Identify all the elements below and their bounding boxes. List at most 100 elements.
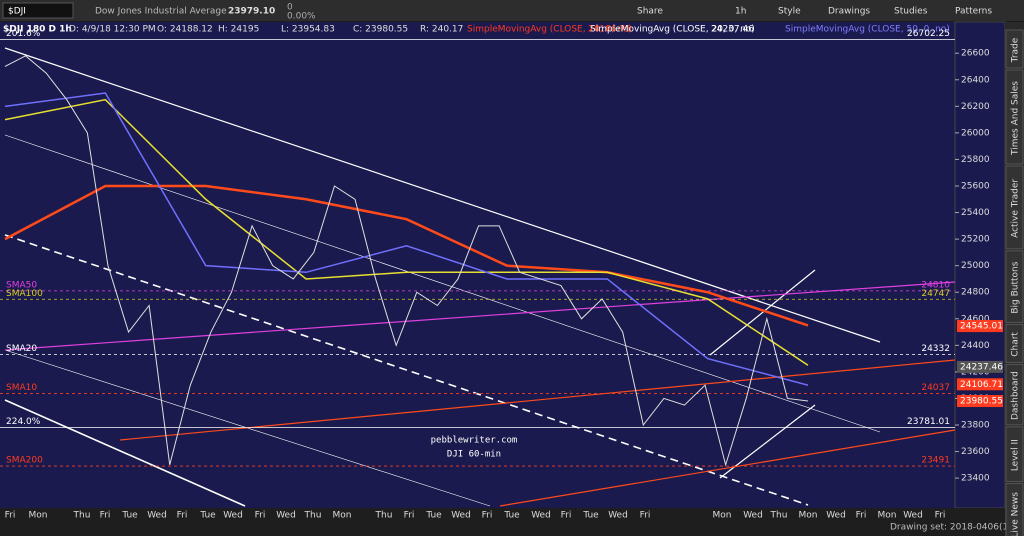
study-value: 24106.71 bbox=[588, 25, 631, 35]
side-tab-label: Active Trader bbox=[1011, 179, 1021, 238]
trendline bbox=[4, 399, 246, 507]
y-tick-label: 23800 bbox=[961, 421, 990, 431]
side-tab[interactable] bbox=[1005, 29, 1024, 69]
x-tick-label: Fri bbox=[482, 511, 493, 521]
moving-average bbox=[4, 98, 809, 366]
y-tick-label: 24800 bbox=[961, 288, 990, 298]
x-tick-label: Fri bbox=[404, 511, 415, 521]
x-tick-label: Fri bbox=[177, 511, 188, 521]
price-tag bbox=[957, 395, 1003, 408]
toolbar-button[interactable]: 1h bbox=[735, 7, 746, 17]
side-tab[interactable] bbox=[1005, 426, 1024, 483]
side-tab[interactable] bbox=[1005, 363, 1024, 426]
level-label: 24332 bbox=[921, 344, 950, 354]
trendline bbox=[4, 134, 881, 433]
x-tick-label: Mon bbox=[799, 511, 818, 521]
toolbar-button[interactable]: Patterns bbox=[955, 7, 992, 17]
side-tab-label: Dashboard bbox=[1011, 371, 1021, 420]
x-tick-label: Wed bbox=[223, 511, 243, 521]
quote-field: L: 23954.83 bbox=[281, 25, 335, 35]
y-tick-label: 26000 bbox=[961, 128, 990, 138]
level-name: SMA200 bbox=[6, 456, 43, 466]
quote-field: C: 23980.55 bbox=[353, 25, 408, 35]
change: 0 bbox=[287, 3, 293, 13]
x-tick-label: Fri bbox=[856, 511, 867, 521]
x-tick-label: Wed bbox=[276, 511, 296, 521]
trendline bbox=[119, 359, 956, 441]
x-tick-label: Fri bbox=[935, 511, 946, 521]
toolbar-button[interactable]: Style bbox=[778, 7, 801, 17]
last-price: 23979.10 bbox=[228, 7, 275, 17]
toolbar-button[interactable]: Studies bbox=[894, 7, 928, 17]
level-name: 201.6% bbox=[6, 29, 41, 39]
trendline bbox=[499, 429, 956, 507]
x-tick-label: Fri bbox=[100, 511, 111, 521]
plot-area bbox=[0, 22, 955, 508]
level-name: SMA50 bbox=[6, 280, 37, 290]
x-tick-label: Tue bbox=[503, 511, 520, 521]
x-tick-label: Tue bbox=[425, 511, 442, 521]
description: Dow Jones Industrial Average bbox=[95, 7, 227, 17]
quote-field: D: 4/9/18 12:30 PM bbox=[69, 25, 156, 35]
trendline bbox=[4, 234, 809, 506]
y-tick-label: 24400 bbox=[961, 341, 990, 351]
change-pct: 0.00% bbox=[287, 12, 316, 22]
x-tick-label: Thu bbox=[73, 511, 91, 521]
time-axis bbox=[0, 508, 1005, 536]
y-tick-label: 26600 bbox=[961, 49, 990, 59]
side-tab[interactable] bbox=[1005, 323, 1024, 363]
price-tag-label: 24237.46 bbox=[960, 362, 1003, 372]
toolbar bbox=[0, 0, 1024, 21]
trendlines bbox=[4, 47, 956, 507]
symbol-box[interactable] bbox=[2, 2, 74, 19]
x-tick-label: Tue bbox=[582, 511, 599, 521]
level-name: SMA10 bbox=[6, 383, 37, 393]
toolbar-button[interactable]: Share bbox=[637, 7, 663, 17]
price-tag-label: 24545.01 bbox=[960, 322, 1003, 332]
x-tick-label: Wed bbox=[451, 511, 471, 521]
y-tick-label: 25000 bbox=[961, 261, 990, 271]
price-tag-label: 24106.71 bbox=[960, 380, 1003, 390]
x-tick-label: Thu bbox=[770, 511, 788, 521]
drawing-set: Drawing set: 2018-0406(1) bbox=[890, 523, 1012, 533]
x-tick-label: Tue bbox=[199, 511, 216, 521]
trendline bbox=[4, 281, 956, 351]
x-tick-label: Mon bbox=[878, 511, 897, 521]
level-label: 24747 bbox=[921, 289, 950, 299]
quote-field: R: 240.17 bbox=[420, 25, 463, 35]
y-tick-label: 25200 bbox=[961, 235, 990, 245]
x-tick-label: Fri bbox=[255, 511, 266, 521]
y-tick-label: 25800 bbox=[961, 155, 990, 165]
quote-field: H: 24195 bbox=[218, 25, 259, 35]
price-tag bbox=[957, 320, 1003, 333]
trendline bbox=[709, 269, 816, 356]
y-tick-label: 25600 bbox=[961, 181, 990, 191]
side-tab[interactable] bbox=[1005, 250, 1024, 323]
side-tab[interactable] bbox=[1005, 483, 1024, 536]
x-tick-label: Mon bbox=[333, 511, 352, 521]
symbol[interactable]: $DJI bbox=[8, 7, 26, 17]
y-tick-label: 24600 bbox=[961, 314, 990, 324]
y-tick-label: 23400 bbox=[961, 474, 990, 484]
x-tick-label: Thu bbox=[304, 511, 322, 521]
level-label: 23781.01 bbox=[907, 417, 950, 427]
side-tab[interactable] bbox=[1005, 165, 1024, 250]
y-tick-label: 26400 bbox=[961, 75, 990, 85]
level-name: SMA100 bbox=[6, 289, 43, 299]
y-tick-label: 26200 bbox=[961, 102, 990, 112]
side-tab-label: Big Buttons bbox=[1011, 261, 1021, 313]
x-tick-label: Wed bbox=[531, 511, 551, 521]
study-label: SimpleMovingAvg (CLOSE, 20, 0, no) bbox=[590, 25, 755, 35]
price-tag bbox=[957, 378, 1003, 391]
toolbar-button[interactable]: Drawings bbox=[828, 7, 870, 17]
x-tick-label: Thu bbox=[375, 511, 393, 521]
y-tick-label: 25400 bbox=[961, 208, 990, 218]
side-tab-label: Trade bbox=[1011, 37, 1021, 63]
study-value: 24237.46 bbox=[711, 25, 754, 35]
study-label: SimpleMovingAvg (CLOSE, 50, 0, no) bbox=[785, 25, 950, 35]
side-tab-label: Chart bbox=[1011, 332, 1021, 357]
side-tab[interactable] bbox=[1005, 69, 1024, 165]
x-tick-label: Wed bbox=[826, 511, 846, 521]
